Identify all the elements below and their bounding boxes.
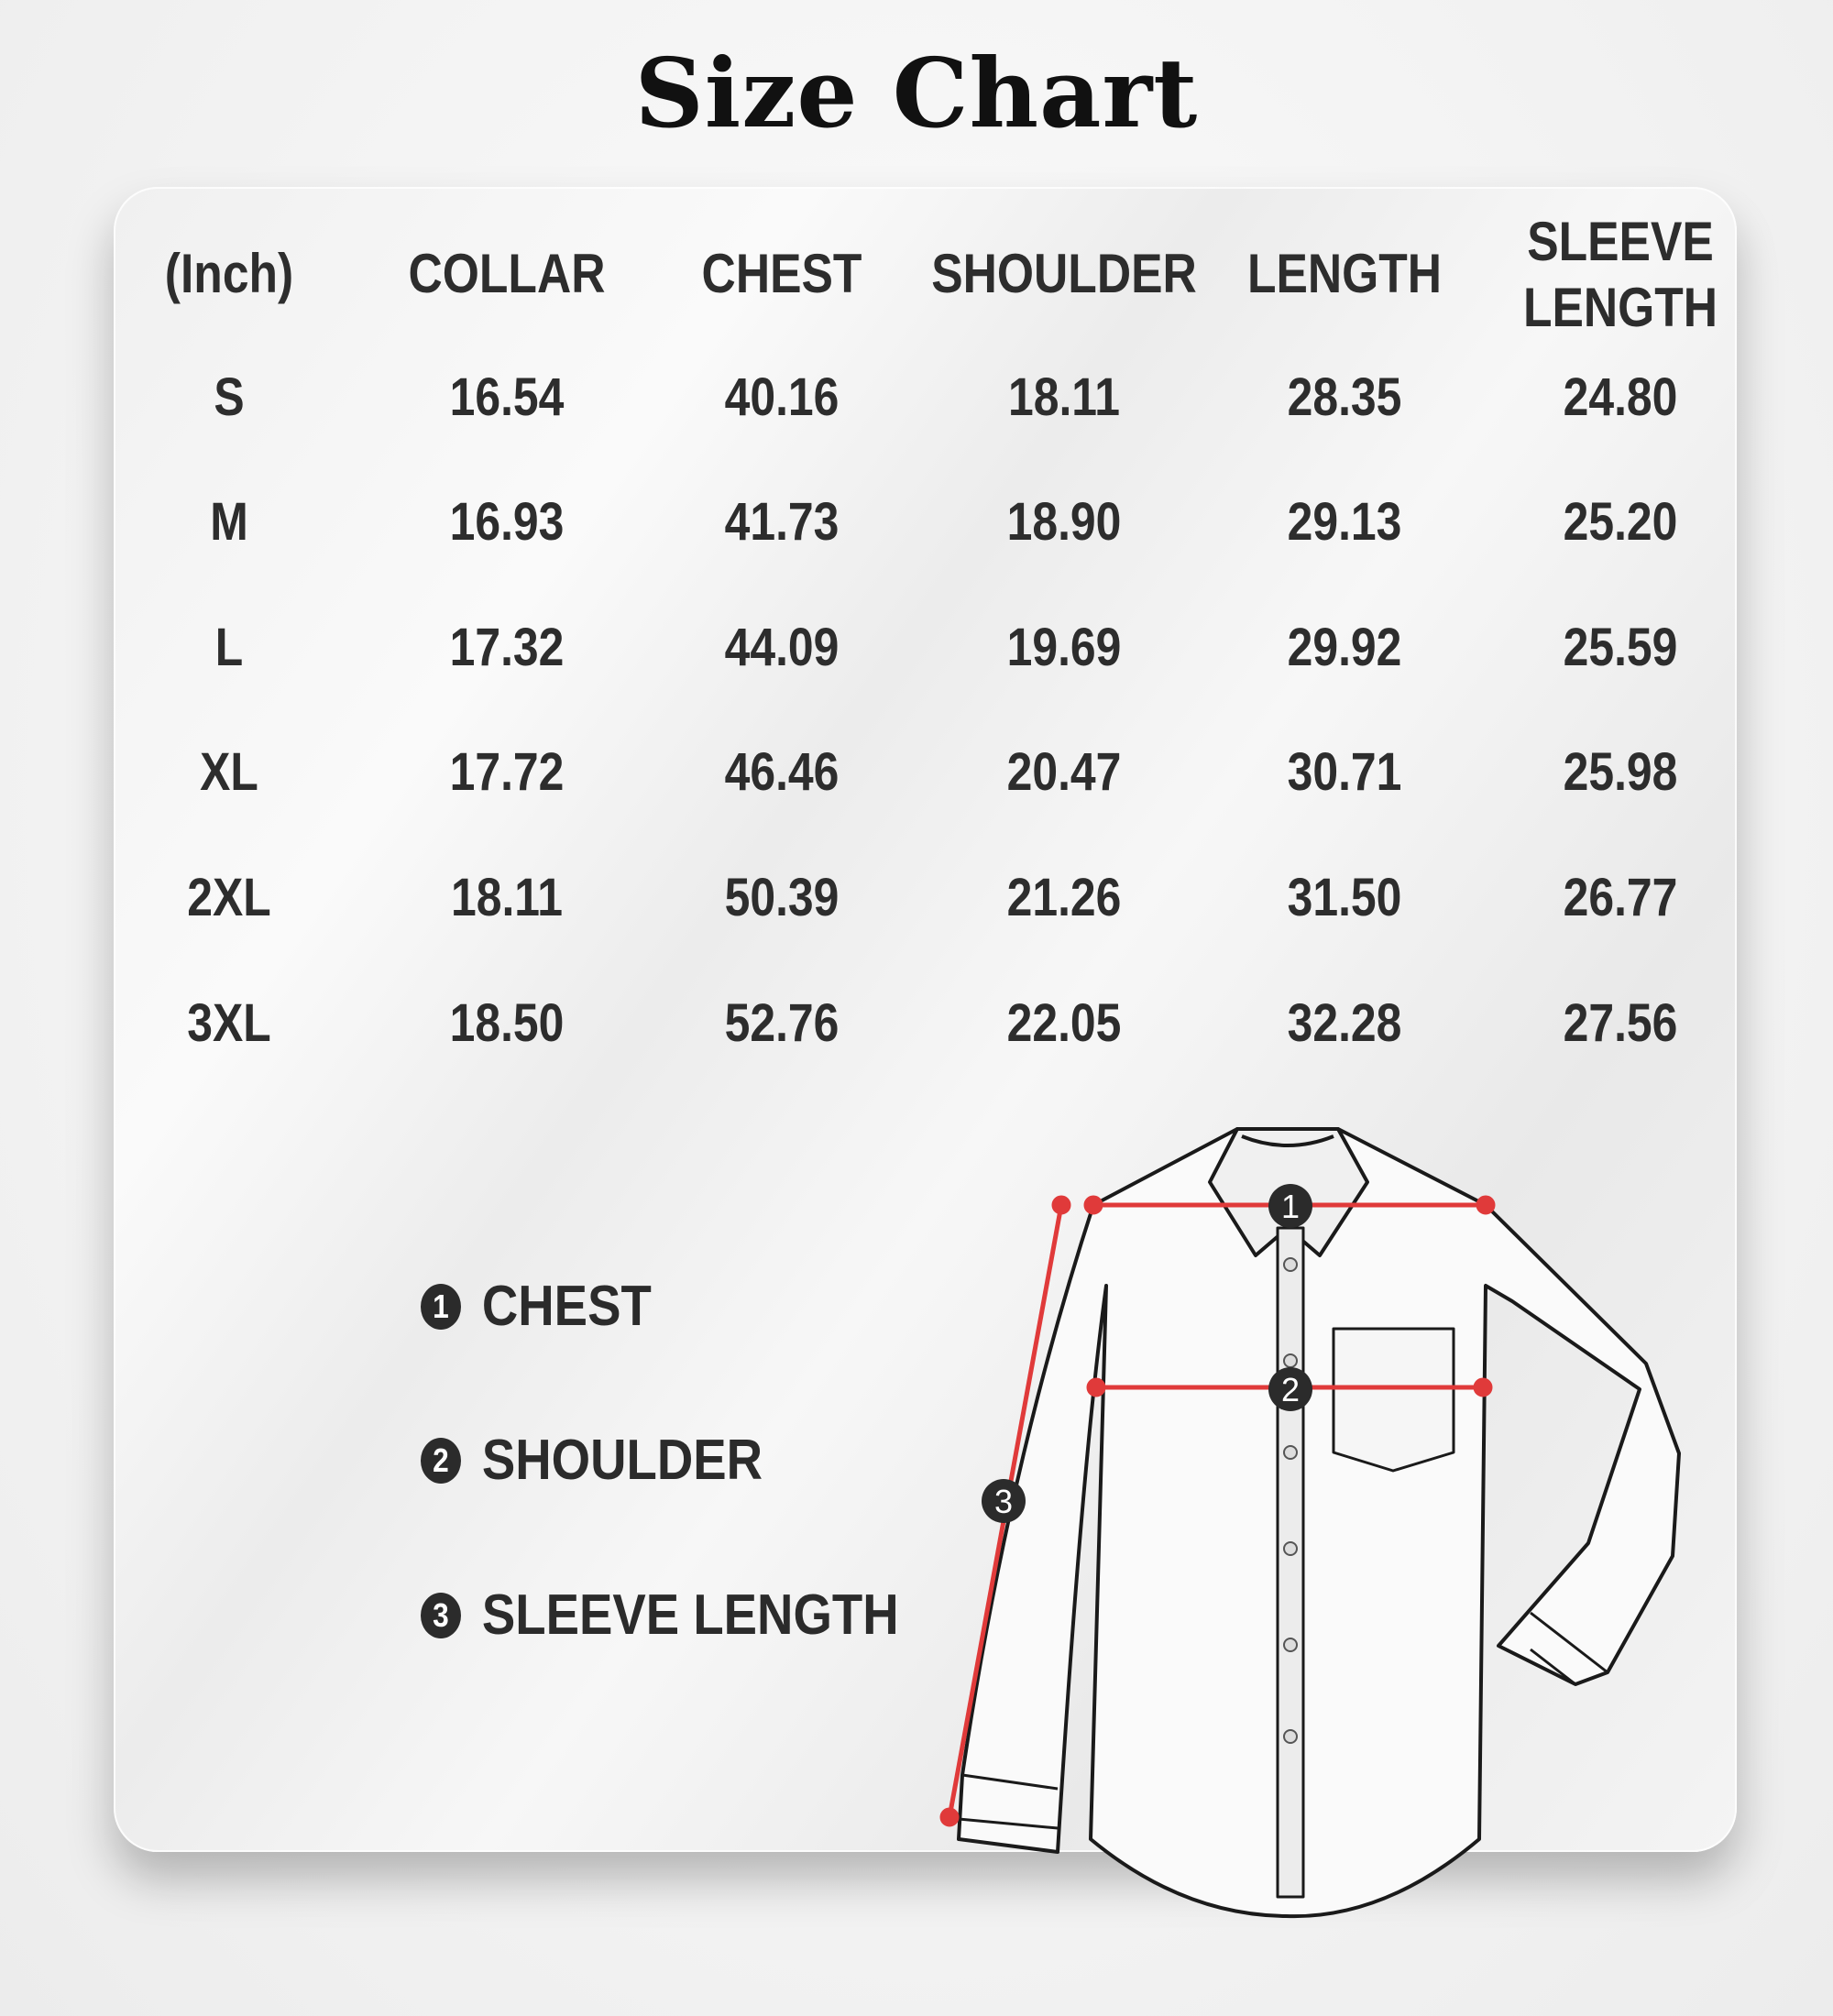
legend-label: CHEST xyxy=(481,1275,652,1338)
table-cell: 30.71 xyxy=(1287,742,1402,803)
table-cell: 20.47 xyxy=(1006,742,1122,803)
size-label: 2XL xyxy=(187,868,271,928)
legend-item: 3 SLEEVE LENGTH xyxy=(421,1583,899,1648)
marker-3: 3 xyxy=(982,1479,1026,1523)
table-cell: 18.50 xyxy=(449,993,565,1054)
column-header: SLEEVE LENGTH xyxy=(1523,209,1718,341)
table-cell: 25.59 xyxy=(1563,618,1678,678)
table-cell: 16.54 xyxy=(449,367,565,428)
column-header: (Inch) xyxy=(164,243,294,304)
table-cell: 17.32 xyxy=(449,618,565,678)
table-cell: 41.73 xyxy=(724,492,840,553)
marker-1: 1 xyxy=(1268,1184,1312,1228)
table-cell: 50.39 xyxy=(724,868,840,928)
table-cell: 29.13 xyxy=(1287,492,1402,553)
size-label: L xyxy=(214,618,244,678)
svg-text:3: 3 xyxy=(994,1483,1013,1520)
table-cell: 26.77 xyxy=(1563,868,1678,928)
column-header-line: SLEEVE xyxy=(1527,211,1714,272)
table-cell: 25.98 xyxy=(1563,742,1678,803)
svg-text:2: 2 xyxy=(1281,1371,1300,1408)
table-cell: 17.72 xyxy=(449,742,565,803)
table-cell: 27.56 xyxy=(1563,993,1678,1054)
number-badge-icon: 2 xyxy=(421,1437,461,1484)
number-badge-icon: 1 xyxy=(421,1283,461,1330)
table-cell: 44.09 xyxy=(724,618,840,678)
number-badge-icon: 3 xyxy=(421,1592,461,1638)
size-label: XL xyxy=(200,742,258,803)
page-title: Size Chart xyxy=(634,37,1199,149)
buttons xyxy=(1283,1257,1298,1744)
table-cell: 29.92 xyxy=(1287,618,1402,678)
table-cell: 18.11 xyxy=(1007,367,1121,428)
column-header: SHOULDER xyxy=(931,243,1197,304)
shirt-icon xyxy=(957,1127,1681,1919)
column-header: LENGTH xyxy=(1246,243,1443,304)
marker-2: 2 xyxy=(1268,1367,1312,1411)
column-header: CHEST xyxy=(701,243,862,304)
table-cell: 46.46 xyxy=(724,742,840,803)
column-header-line: LENGTH xyxy=(1522,277,1718,338)
table-cell: 28.35 xyxy=(1287,367,1402,428)
column-header: COLLAR xyxy=(408,243,606,304)
legend-label: SLEEVE LENGTH xyxy=(481,1583,899,1647)
table-cell: 19.69 xyxy=(1006,618,1122,678)
size-label: 3XL xyxy=(187,993,271,1054)
table-cell: 18.11 xyxy=(450,868,564,928)
table-cell: 25.20 xyxy=(1563,492,1678,553)
size-label: S xyxy=(214,367,245,428)
size-label: M xyxy=(210,492,248,553)
table-cell: 18.90 xyxy=(1006,492,1122,553)
table-cell: 52.76 xyxy=(724,993,840,1054)
table-cell: 21.26 xyxy=(1006,868,1122,928)
legend-item: 1 CHEST xyxy=(421,1274,652,1339)
legend-item: 2 SHOULDER xyxy=(421,1428,763,1493)
table-cell: 24.80 xyxy=(1563,367,1678,428)
table-cell: 32.28 xyxy=(1287,993,1402,1054)
table-cell: 16.93 xyxy=(449,492,565,553)
svg-text:1: 1 xyxy=(1281,1188,1300,1225)
table-cell: 40.16 xyxy=(724,367,840,428)
table-cell: 22.05 xyxy=(1006,993,1122,1054)
table-cell: 31.50 xyxy=(1287,868,1402,928)
legend-label: SHOULDER xyxy=(481,1429,763,1492)
